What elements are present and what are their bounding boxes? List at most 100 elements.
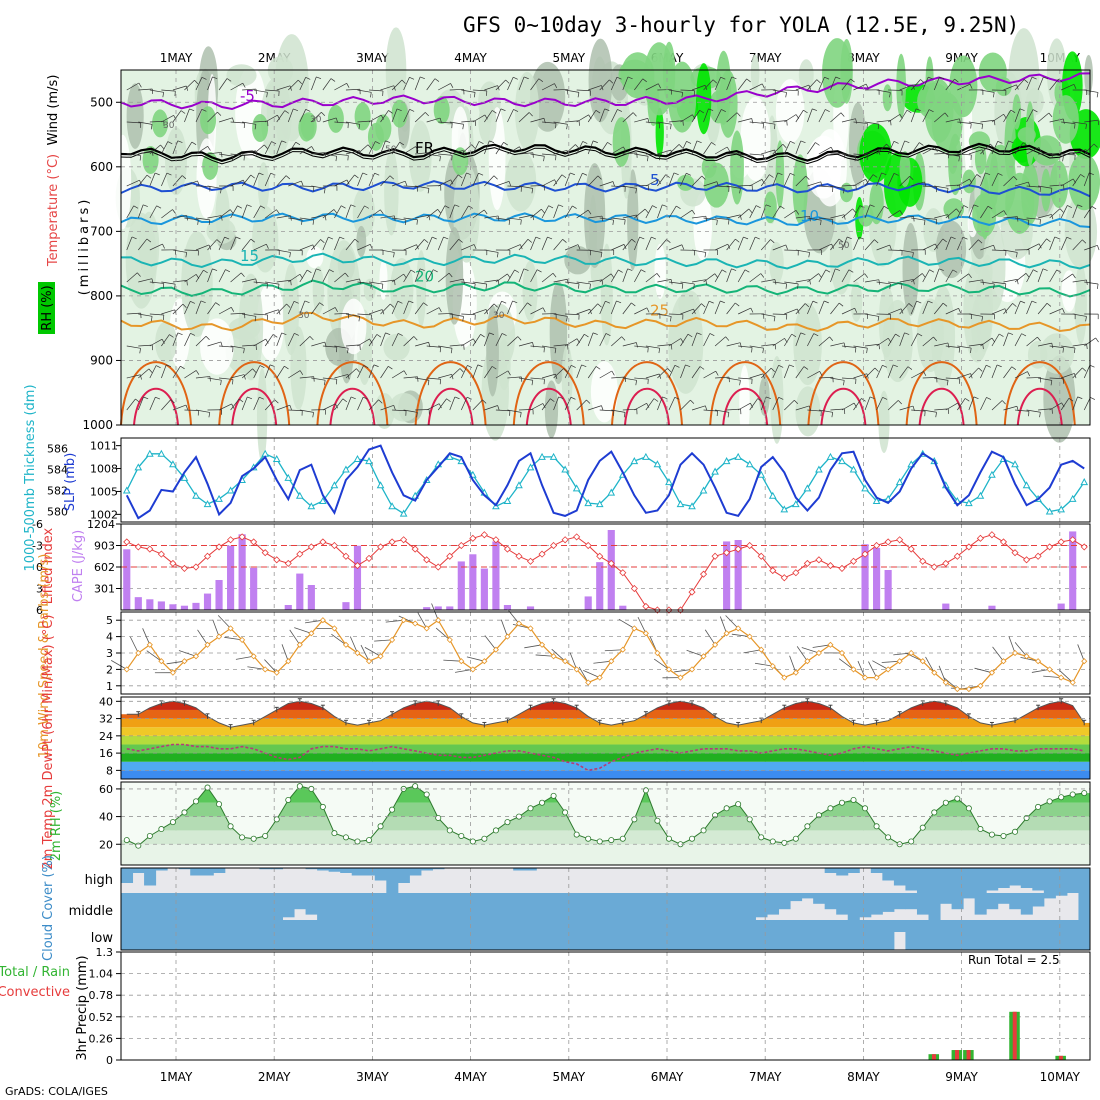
wind-barb (415, 152, 430, 155)
rh2m-marker (204, 784, 211, 791)
wind-barb (761, 121, 776, 125)
wind-barb (565, 313, 580, 316)
wind-barb (184, 80, 195, 91)
wind-barb (726, 185, 741, 189)
wind-barb (414, 76, 421, 91)
wind-barb-flag (474, 283, 476, 289)
wind-barb (691, 175, 703, 187)
wind-barb-flag (835, 268, 841, 271)
wind-barb (772, 397, 780, 411)
wind10-marker (654, 649, 661, 657)
wind-barb-flag (942, 302, 948, 307)
cloud-cell (144, 920, 157, 950)
wind-barb (414, 239, 425, 251)
wind-barb (945, 118, 960, 123)
wind-barb-flag (566, 279, 569, 285)
wind-barb-flag (865, 179, 869, 184)
wind10-marker (562, 658, 569, 665)
wind-barb (495, 301, 502, 315)
wind-barb-flag (773, 124, 776, 130)
wind-barb (991, 400, 1003, 411)
cloud-cell (374, 893, 387, 920)
wind-barb (611, 185, 626, 188)
wind-barb-flag (893, 140, 899, 144)
thickness-marker (1080, 478, 1089, 486)
wind-barb (138, 121, 153, 125)
cloud-cell (963, 920, 976, 950)
wind-barb-flag (180, 365, 185, 370)
li-marker (1046, 543, 1054, 551)
wind-barb (703, 108, 709, 123)
wind-barb (887, 308, 902, 315)
wind-barb (334, 345, 349, 349)
cloud-cell (870, 868, 883, 873)
rh-patch (312, 266, 325, 315)
wind10-marker (1058, 674, 1065, 681)
wind-barb-flag (404, 219, 407, 225)
wind-barb (703, 79, 714, 91)
wind10-barb (725, 615, 739, 629)
wind-barb (264, 364, 271, 379)
wind-barb (576, 209, 589, 219)
rh-moist-patch (989, 153, 999, 208)
rh-patch (238, 273, 264, 381)
wind-barb (703, 142, 712, 155)
wind-barb (922, 300, 929, 315)
wind-barb (691, 84, 706, 91)
wind-barb (760, 239, 771, 251)
wind-barb (899, 332, 905, 347)
rh2m-marker (954, 795, 961, 802)
wind-barb-flag (623, 412, 626, 418)
wind-barb-flag (347, 155, 349, 161)
wind-barb (322, 307, 336, 315)
wind-barb-flag (207, 146, 211, 151)
wind-barb (795, 175, 806, 187)
wind-barb-flag (825, 269, 831, 273)
wind-barb (1072, 174, 1081, 187)
cloud-cell (501, 920, 514, 950)
wind-barb-flag (716, 181, 719, 187)
wind-barb-flag (290, 280, 292, 286)
cape-bar (353, 545, 362, 610)
wind-barb (1038, 342, 1052, 347)
wind-barb-flag (150, 124, 153, 130)
wind-barb-flag (216, 239, 221, 244)
wind-barb-flag (981, 149, 985, 155)
rh-moist-patch (949, 55, 978, 118)
cloud-cell (882, 920, 895, 950)
wind-barb-flag (263, 144, 268, 149)
wind-barb-flag (577, 244, 581, 250)
wind-barb (1014, 409, 1029, 412)
temp-contour-label: -5 (240, 87, 255, 105)
wind-barb (553, 239, 563, 251)
wind-barb-flag (819, 371, 823, 376)
wind-barb-flag (341, 205, 346, 209)
wind-barb-flag (726, 146, 731, 152)
wind10-barb (881, 660, 900, 663)
wind-barb (853, 273, 865, 283)
li-marker (480, 531, 488, 539)
wind-barb (276, 85, 291, 91)
wind10-marker (735, 625, 742, 632)
rh-patch (126, 83, 144, 149)
wind10-barb (360, 644, 370, 662)
cape-bar (942, 603, 950, 610)
cloud-cell (1020, 893, 1033, 915)
wind-barb (472, 364, 479, 379)
wind-barb-flag (156, 365, 161, 369)
wind-barb-flag (670, 124, 672, 130)
wind-barb-flag (893, 364, 898, 368)
wind-barb (934, 342, 949, 347)
wind10-marker (181, 658, 188, 665)
wind-barb (161, 399, 172, 411)
wind-barb (426, 78, 436, 91)
wind-barb (645, 398, 655, 411)
rh-moist-patch (924, 79, 954, 143)
wind-barb (1049, 269, 1058, 283)
cloud-cell (813, 893, 826, 904)
wind-barb (830, 214, 845, 219)
rh2m-marker (619, 835, 626, 842)
wind-barb-flag (224, 236, 230, 240)
thickness-marker (549, 452, 558, 460)
rh2m-marker (1023, 814, 1030, 821)
